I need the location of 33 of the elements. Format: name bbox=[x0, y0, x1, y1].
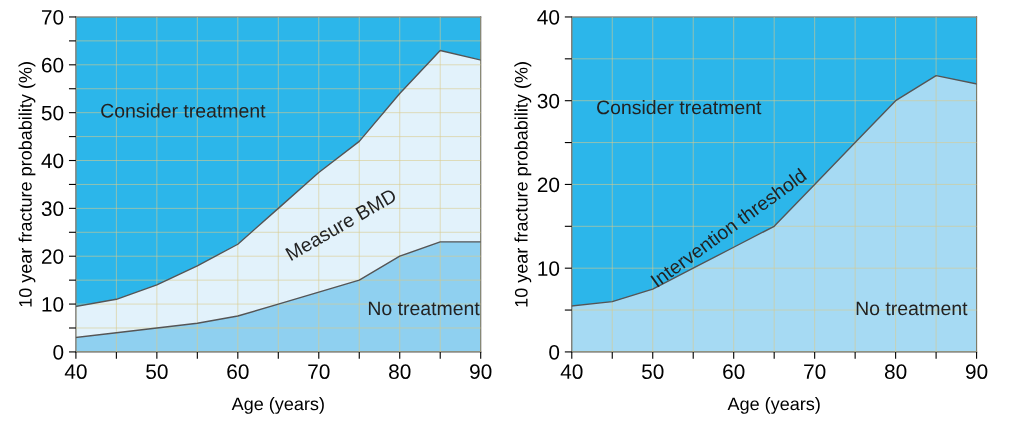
annotation: No treatment bbox=[856, 301, 968, 316]
x-tick-label: 50 bbox=[641, 364, 664, 380]
y-tick-label: 10 bbox=[538, 261, 560, 276]
x-axis-title: Age (years) bbox=[231, 397, 324, 414]
x-axis-title: Age (years) bbox=[727, 397, 820, 414]
y-tick-label: 0 bbox=[549, 344, 560, 360]
y-tick-label: 10 bbox=[42, 297, 64, 312]
y-tick-label: 30 bbox=[41, 201, 64, 217]
y-tick-label: 70 bbox=[41, 9, 64, 25]
x-tick-label: 40 bbox=[560, 364, 583, 380]
x-tick-label: 60 bbox=[227, 364, 249, 380]
annotation: Consider treatment bbox=[101, 103, 266, 118]
x-tick-label: 70 bbox=[804, 364, 826, 380]
y-tick-label: 30 bbox=[537, 93, 560, 109]
y-axis-title: 10 year fracture probability (%) bbox=[18, 62, 36, 307]
x-tick-label: 80 bbox=[389, 364, 411, 380]
y-tick-label: 60 bbox=[41, 57, 64, 73]
x-tick-label: 90 bbox=[470, 364, 492, 380]
x-tick-label: 40 bbox=[64, 364, 87, 380]
y-axis-title: 10 year fracture probability (%) bbox=[514, 62, 532, 307]
y-tick-label: 20 bbox=[41, 249, 64, 264]
y-tick-label: 0 bbox=[53, 344, 64, 360]
y-tick-label: 40 bbox=[41, 153, 64, 169]
y-tick-label: 20 bbox=[537, 177, 560, 193]
annotation: No treatment bbox=[368, 301, 480, 316]
x-tick-label: 90 bbox=[965, 364, 988, 380]
x-tick-label: 50 bbox=[146, 364, 168, 380]
y-tick-label: 50 bbox=[41, 105, 64, 121]
y-tick-label: 40 bbox=[537, 9, 560, 25]
annotation: Consider treatment bbox=[597, 100, 762, 115]
x-tick-label: 60 bbox=[723, 364, 745, 380]
x-tick-label: 80 bbox=[884, 364, 907, 380]
x-tick-label: 70 bbox=[308, 364, 330, 380]
